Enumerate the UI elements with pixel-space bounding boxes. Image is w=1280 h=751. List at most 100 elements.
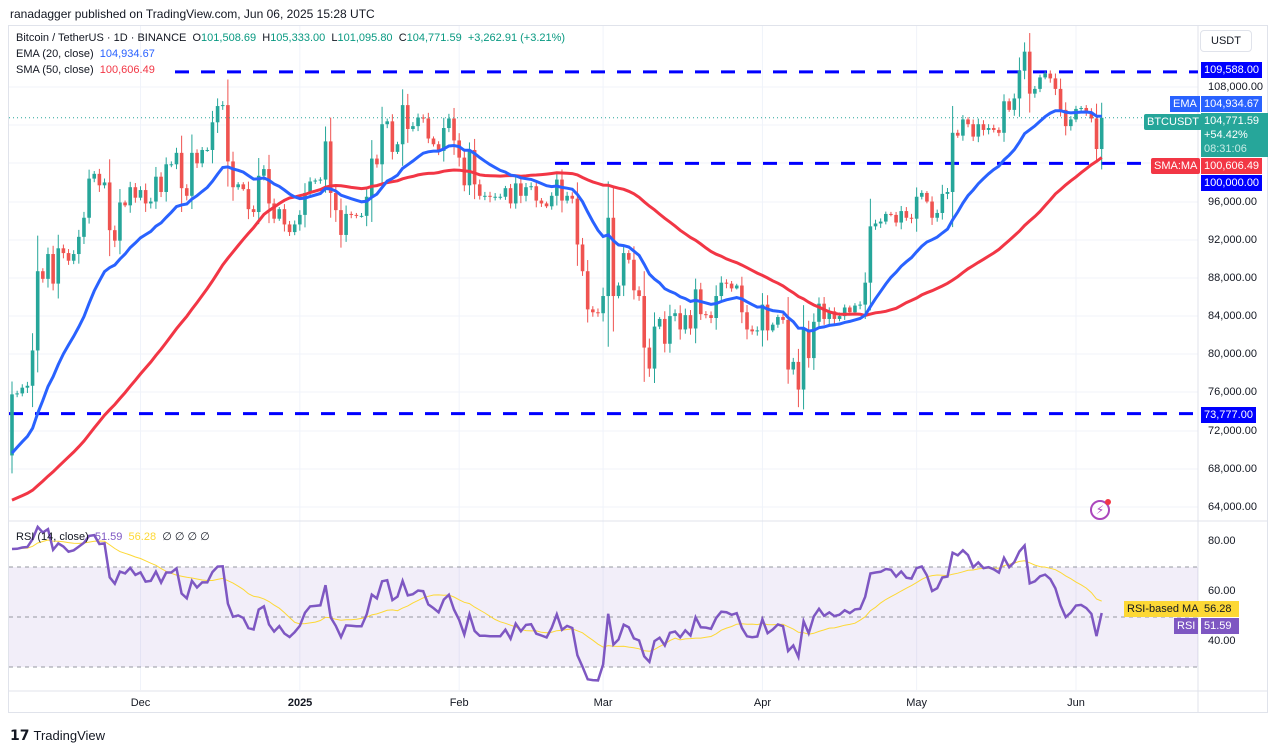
price-axis-label: 72,000.00 (1208, 425, 1257, 437)
sma-tag: SMA:MA (1151, 158, 1201, 174)
candle-body (71, 254, 76, 261)
price-axis-label: 108,000.00 (1208, 81, 1264, 93)
candle-body (287, 224, 292, 233)
candle-body (128, 187, 133, 206)
rsi-ma-badge: 56.28 (1201, 601, 1239, 617)
candle-body (539, 200, 544, 204)
time-axis-label: Apr (753, 697, 771, 709)
candle-body (596, 312, 600, 314)
close-value: 104,771.59 (406, 32, 462, 44)
candle-body (380, 124, 384, 165)
ema-value: 104,934.67 (99, 48, 155, 60)
candle-body (210, 122, 215, 150)
candle-body (339, 210, 343, 235)
tradingview-logo[interactable]: 𝟭𝟳 TradingView (10, 727, 105, 744)
candle-body (472, 149, 477, 185)
time-axis-label: Feb (449, 697, 469, 709)
candle-body (236, 184, 240, 188)
candle-body (298, 214, 302, 225)
open-value: 101,508.69 (201, 32, 257, 44)
candle-body (395, 144, 400, 152)
symbol-name: Bitcoin / TetherUS · 1D · BINANCE (16, 32, 187, 44)
percent-change: +54.42% (1204, 129, 1248, 141)
price-axis-label: 80,000.00 (1208, 348, 1257, 360)
candle-body (966, 119, 970, 125)
rsi-badge: 51.59 (1201, 618, 1239, 634)
candle-body (919, 192, 924, 197)
candle-body (580, 244, 585, 272)
candle-body (15, 393, 19, 395)
candle-body (164, 164, 168, 192)
candle-body (914, 196, 919, 219)
price-axis-label: 92,000.00 (1208, 234, 1257, 246)
time-axis-label: Jun (1067, 697, 1085, 709)
currency-button[interactable]: USDT (1200, 30, 1252, 52)
rsi-value: 51.59 (94, 531, 123, 543)
lightning-alert-icon[interactable]: ⚡ (1090, 499, 1111, 520)
rsi-line (11, 524, 1103, 682)
candle-body (668, 316, 672, 344)
rsi-extra: ∅ ∅ ∅ ∅ (162, 531, 210, 543)
candle-body (421, 117, 425, 119)
candle-body (154, 176, 158, 202)
candle-body (945, 191, 950, 194)
candle-body (662, 318, 667, 344)
candle-body (801, 329, 806, 390)
candle-body (791, 361, 796, 370)
rsi-label: RSI (14, close) (16, 531, 89, 543)
candle-body (1053, 78, 1058, 89)
candle-body (282, 209, 287, 225)
open-label: O (192, 32, 202, 44)
candle-body (1022, 51, 1027, 71)
candle-body (693, 289, 698, 329)
candle-body (606, 217, 611, 297)
candle-body (441, 128, 446, 151)
candle-body (647, 347, 652, 369)
candle-body (878, 221, 883, 224)
candle-body (246, 189, 251, 210)
candle-body (1033, 88, 1037, 94)
price-axis-label: 88,000.00 (1208, 272, 1257, 284)
candle-body (35, 271, 40, 351)
candle-body (549, 195, 554, 207)
candle-body (143, 190, 148, 204)
candle-body (997, 129, 1001, 133)
candle-body (436, 144, 441, 151)
candle-body (411, 126, 415, 129)
ema-legend[interactable]: EMA (20, close) 104,934.67 (16, 48, 155, 60)
candle-body (575, 198, 580, 245)
candle-body (1084, 107, 1089, 112)
candle-body (591, 309, 595, 313)
candle-body (889, 213, 893, 215)
candle-body (426, 118, 431, 139)
candle-body (313, 180, 318, 182)
candle-body (930, 201, 934, 218)
sma-legend[interactable]: SMA (50, close) 100,606.49 (16, 64, 155, 76)
candle-body (51, 254, 55, 284)
candle-body (303, 192, 307, 215)
rsi-ma-value: 56.28 (128, 531, 157, 543)
candle-body (385, 121, 390, 125)
candle-body (1099, 117, 1104, 150)
candle-body (179, 152, 184, 189)
candle-body (354, 214, 359, 216)
candle-body (328, 141, 333, 193)
candle-body (724, 282, 729, 284)
sma-value: 100,606.49 (99, 64, 155, 76)
candle-body (61, 248, 66, 254)
candle-body (184, 188, 189, 196)
candle-body (195, 152, 199, 164)
candle-body (77, 236, 81, 255)
low-label: L (331, 32, 338, 44)
candle-body (364, 196, 369, 216)
rsi-legend[interactable]: RSI (14, close) 51.59 56.28 ∅ ∅ ∅ ∅ (16, 530, 210, 543)
candle-body (205, 149, 210, 151)
candle-body (113, 230, 117, 241)
symbol-legend: Bitcoin / TetherUS · 1D · BINANCE O101,5… (16, 32, 565, 44)
candle-body (1012, 98, 1017, 110)
candle-body (10, 394, 14, 456)
candle-body (370, 158, 374, 197)
candle-body (642, 296, 647, 348)
candle-body (565, 195, 569, 201)
